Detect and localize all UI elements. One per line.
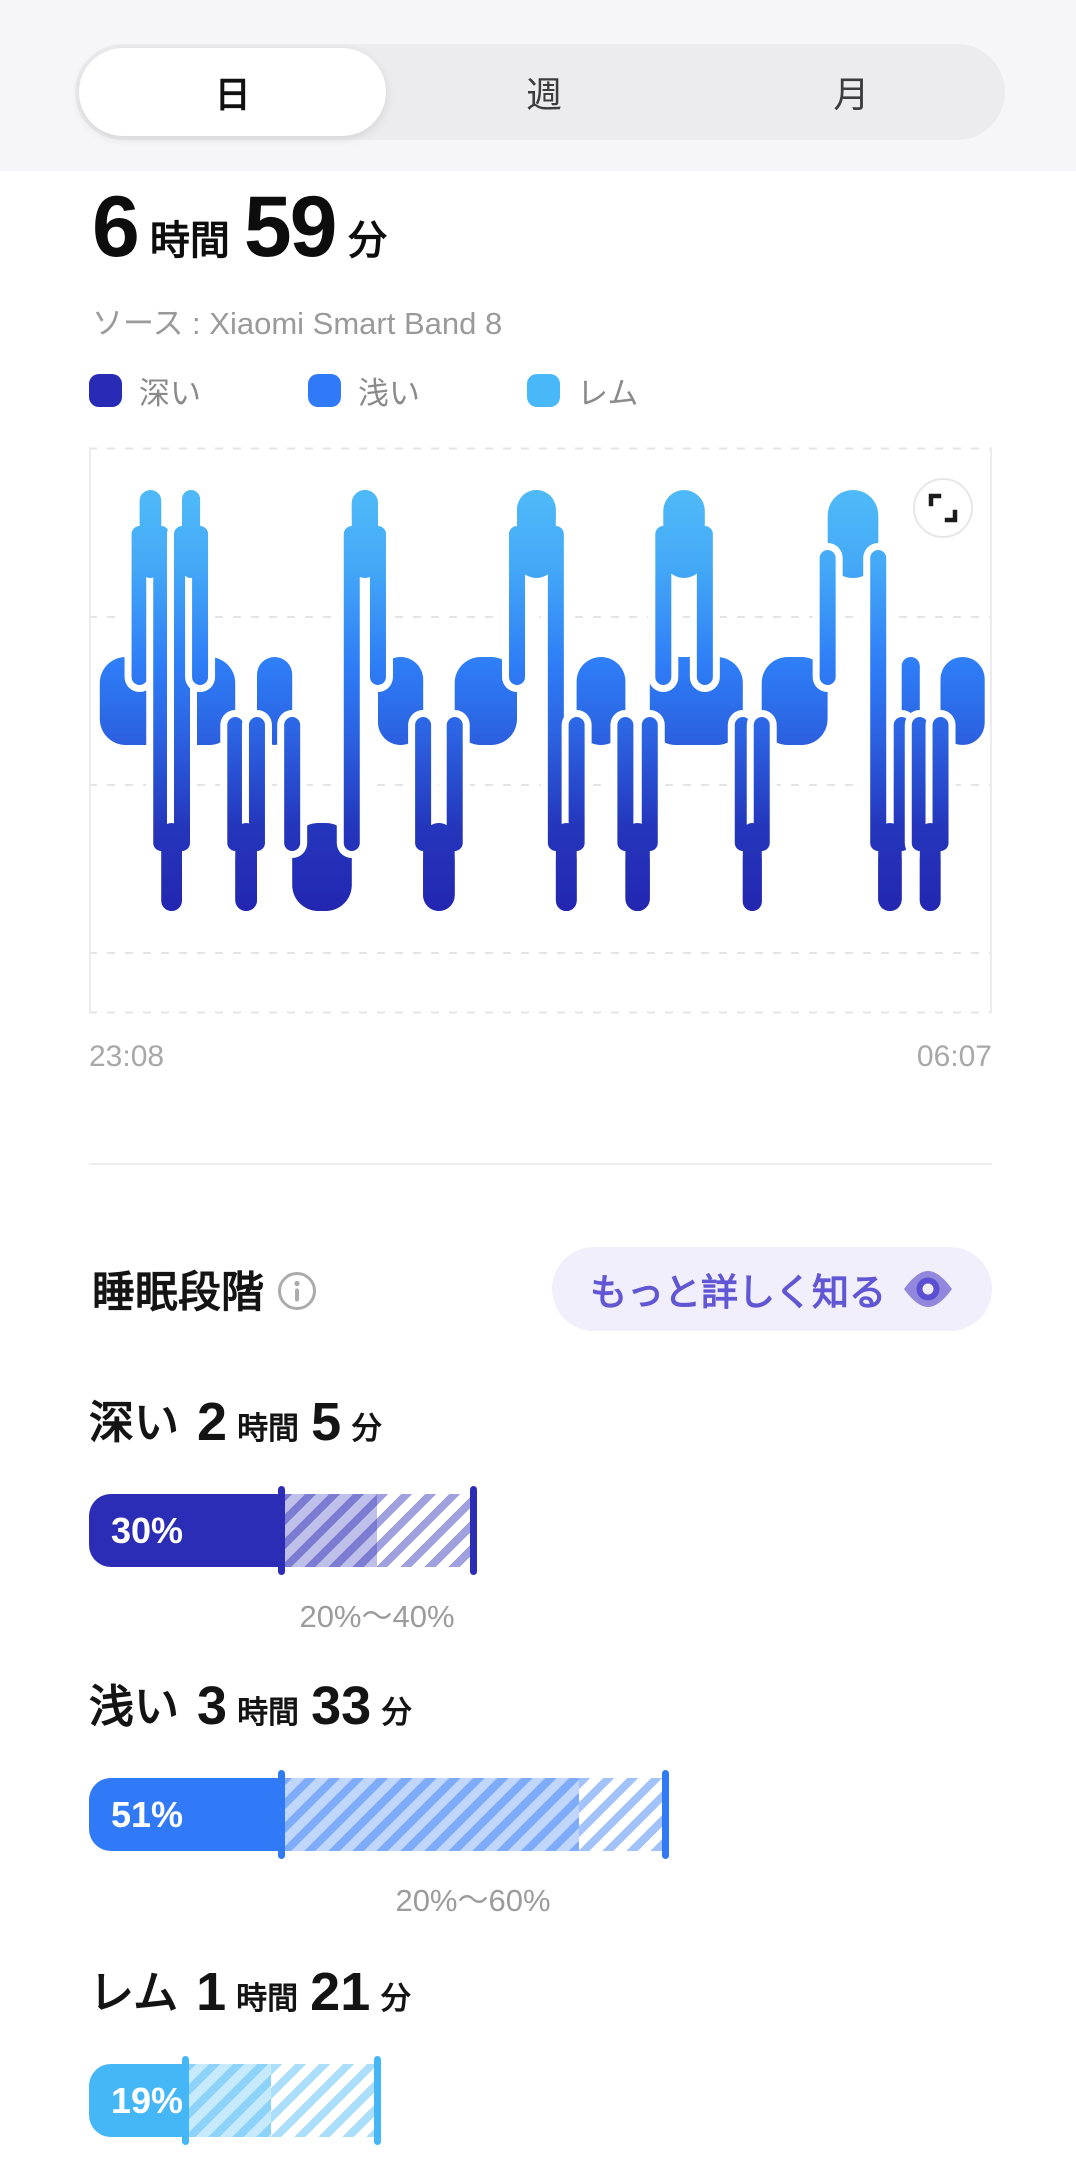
legend-chip-deep [89,374,122,407]
info-icon[interactable] [276,1270,318,1312]
stage-minutes: 21 [310,1962,371,2022]
range-hatch-dense [281,1494,377,1567]
tab-month[interactable]: 月 [833,74,870,115]
legend-label: レム [577,376,639,411]
period-tabbar: 日 週 月 [75,44,1005,140]
sleep-duration-summary: 6 時間 59 分 [92,172,402,276]
stage-title-deep: 深い 2 時間 5 分 [89,1390,992,1454]
eye-icon [904,1271,952,1307]
stage-bar-light: 51% 20%〜60% [89,1770,992,1918]
stage-hours-unit: 時間 [237,1695,300,1730]
stage-minutes-unit: 分 [381,1695,413,1730]
sleep-minutes-value: 59 [243,179,338,275]
sleep-hours-unit: 時間 [149,219,230,263]
stage-name: 深い [89,1397,180,1448]
tab-week[interactable]: 週 [525,74,562,115]
data-source-label: ソース : Xiaomi Smart Band 8 [92,306,503,341]
sleep-stages-section-header: 睡眠段階 もっと詳しく知る [92,1247,992,1331]
stage-hours: 3 [197,1676,228,1736]
chart-time-axis: 23:08 06:07 [89,1040,992,1074]
legend-label: 浅い [358,376,420,411]
stage-hours: 1 [196,1962,227,2022]
expand-chart-button[interactable] [913,478,973,538]
range-label: 20%〜40% [299,1599,455,1634]
stage-name: レム [89,1967,179,2018]
range-start-marker [278,1770,285,1859]
stage-minutes-unit: 分 [380,1981,412,2016]
range-hatch-light [578,1778,665,1851]
tab-day[interactable]: 日 [79,48,387,136]
range-hatch-dense [281,1778,579,1851]
stage-bar-deep: 30% 20%〜40% [89,1486,992,1634]
stage-row-deep: 深い 2 時間 5 分 30% 20%〜40% [89,1390,992,1634]
stage-minutes: 5 [311,1392,342,1452]
range-hatch-light [271,2064,377,2137]
learn-more-button[interactable]: もっと詳しく知る [552,1247,992,1331]
sleep-stage-legend: 深い 浅い レム [89,368,745,413]
legend-label: 深い [139,376,201,411]
learn-more-label: もっと詳しく知る [590,1272,886,1313]
range-end-marker [662,1770,669,1859]
sleep-hypnogram-chart[interactable] [89,447,992,1014]
stage-hours: 2 [197,1392,228,1452]
expand-icon [928,493,958,523]
sleep-start-time: 23:08 [89,1040,165,1073]
legend-item-rem: レム [527,368,638,413]
stage-minutes-unit: 分 [351,1411,383,1446]
range-start-marker [182,2056,189,2145]
stage-row-rem: レム 1 時間 21 分 19% [89,1960,992,2145]
range-hatch-light [377,1494,473,1567]
stage-row-light: 浅い 3 時間 33 分 51% 20%〜60% [89,1674,992,1918]
stage-minutes: 33 [311,1676,372,1736]
range-end-marker [470,1486,477,1575]
stage-bar-rem: 19% [89,2056,992,2145]
stage-percent-badge: 30% [111,1509,184,1551]
sleep-hours-value: 6 [92,179,140,275]
stage-name: 浅い [89,1681,180,1732]
stage-percent-badge: 51% [111,1793,184,1835]
sleep-end-time: 06:07 [916,1040,992,1073]
legend-chip-rem [527,374,560,407]
sleep-minutes-unit: 分 [347,219,388,263]
legend-item-deep: 深い [89,368,201,413]
stage-title-light: 浅い 3 時間 33 分 [89,1674,992,1738]
range-label: 20%〜60% [395,1883,551,1918]
section-title: 睡眠段階 [92,1269,264,1317]
range-end-marker [374,2056,381,2145]
legend-chip-light [308,374,341,407]
legend-item-light: 浅い [308,368,420,413]
stage-title-rem: レム 1 時間 21 分 [89,1960,992,2024]
stage-hours-unit: 時間 [236,1981,299,2016]
stage-hours-unit: 時間 [237,1411,300,1446]
range-start-marker [278,1486,285,1575]
range-hatch-dense [185,2064,272,2137]
stage-percent-badge: 19% [111,2079,184,2121]
section-divider [89,1163,992,1165]
